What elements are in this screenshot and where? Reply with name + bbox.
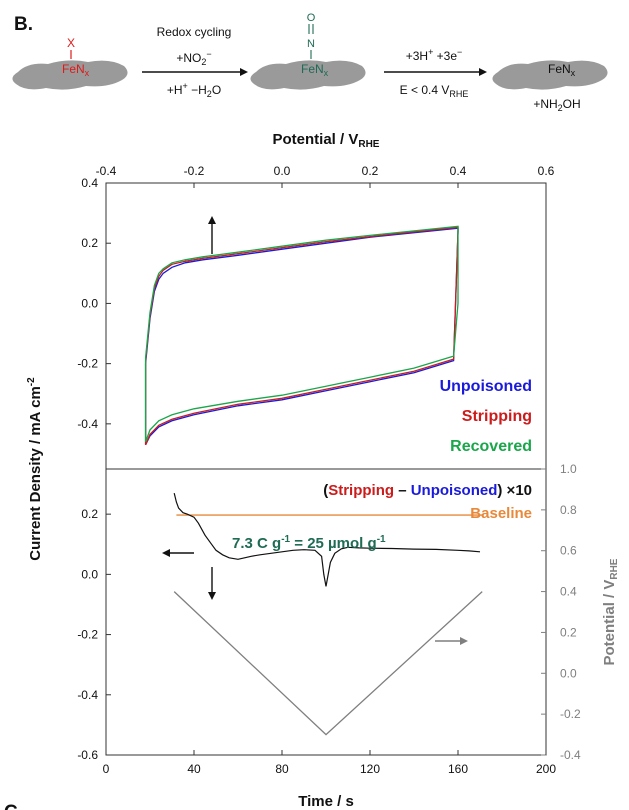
potential-y-tick-label: 0.0 xyxy=(560,666,577,680)
catalyst-sheet-right xyxy=(492,60,608,90)
time-x-tick-label: 0 xyxy=(103,762,110,776)
step1-condition: Redox cycling xyxy=(157,25,232,39)
potential-y-tick-label: 0.4 xyxy=(560,585,577,599)
top-x-tick-label: 0.0 xyxy=(274,164,291,178)
cv-series-recovered xyxy=(144,225,459,443)
right-y-axis-title: Potential / VRHE xyxy=(601,558,620,665)
time-y-tick-label: -0.2 xyxy=(77,628,98,642)
time-x-axis: 0 40 80 120 160 200 xyxy=(103,750,556,776)
mid-nitrogen: N xyxy=(307,38,315,50)
right-axis-arrow-head xyxy=(460,637,468,645)
cv-direction-arrow-head xyxy=(208,216,216,224)
time-x-tick-label: 120 xyxy=(360,762,380,776)
legend-stripping: Stripping xyxy=(462,408,532,425)
right-product: +NH2OH xyxy=(533,97,580,113)
cv-y-tick-label: 0.2 xyxy=(81,236,98,250)
potential-y-tick-label: 0.2 xyxy=(560,625,577,639)
left-fe-label: FeNx xyxy=(62,62,90,78)
reaction-arrow-1-head xyxy=(240,68,248,76)
time-x-tick-label: 160 xyxy=(448,762,468,776)
bottom-x-axis-title: Time / s xyxy=(298,793,354,810)
top-x-tick-label: 0.4 xyxy=(450,164,467,178)
difference-title: (Stripping – Unpoisoned) ×10 xyxy=(323,482,532,499)
legend-recovered: Recovered xyxy=(450,438,532,455)
time-series-group xyxy=(173,492,483,736)
time-plot-frame xyxy=(105,468,547,756)
time-y-tick-label: -0.4 xyxy=(77,688,98,702)
potential-y-tick-label: -0.2 xyxy=(560,707,581,721)
scan-direction-arrow-head xyxy=(208,592,216,600)
step2-condition: E < 0.4 VRHE xyxy=(400,83,469,99)
time-y-axis-right: -0.4 -0.2 0.0 0.2 0.4 0.6 0.8 1.0 xyxy=(541,462,581,762)
time-y-tick-label: -0.6 xyxy=(77,748,98,762)
potential-y-tick-label: 1.0 xyxy=(560,462,577,476)
baseline-label: Baseline xyxy=(470,505,532,522)
potential-y-tick-label: 0.8 xyxy=(560,503,577,517)
potential-y-tick-label: -0.4 xyxy=(560,748,581,762)
time-series-potential xyxy=(173,591,483,736)
time-x-tick-label: 40 xyxy=(187,762,201,776)
cv-series-group xyxy=(144,225,459,446)
left-ligand-x: X xyxy=(67,36,75,50)
right-fe-label: FeNx xyxy=(548,62,576,78)
top-x-tick-label: 0.2 xyxy=(362,164,379,178)
mid-oxygen: O xyxy=(307,12,316,24)
time-x-tick-label: 80 xyxy=(275,762,289,776)
time-series-difference xyxy=(173,492,481,587)
step1-reagent: +NO2− xyxy=(176,49,211,67)
cv-plot-frame xyxy=(105,182,547,470)
cv-y-tick-label: 0.0 xyxy=(81,296,98,310)
left-axis-arrow-head xyxy=(162,549,170,557)
time-y-tick-label: 0.0 xyxy=(81,567,98,581)
cv-y-axis: -0.4 -0.2 0.0 0.2 0.4 xyxy=(77,176,111,431)
left-y-axis-title: Current Density / mA cm-2 xyxy=(26,377,44,561)
reaction-arrow-2-head xyxy=(479,68,487,76)
step1-byproduct: +H+ −H2O xyxy=(167,81,221,99)
top-x-axis-title: Potential / VRHE xyxy=(273,131,380,150)
panel-label: B. xyxy=(14,14,33,35)
cv-series-stripping xyxy=(144,226,459,446)
step2-reagent: +3H+ +3e− xyxy=(406,47,463,63)
legend-unpoisoned: Unpoisoned xyxy=(440,378,532,395)
charge-annotation: 7.3 C g-1 = 25 µmol g-1 xyxy=(232,534,386,552)
cv-y-tick-label: -0.2 xyxy=(77,357,98,371)
time-y-axis-left: -0.6 -0.4 -0.2 0.0 0.2 xyxy=(77,507,111,762)
time-x-tick-label: 200 xyxy=(536,762,556,776)
cv-series-unpoisoned xyxy=(144,227,459,446)
top-x-tick-label: -0.2 xyxy=(184,164,205,178)
time-y-tick-label: 0.2 xyxy=(81,507,98,521)
top-x-axis: -0.4 -0.2 0.0 0.2 0.4 0.6 xyxy=(96,164,555,188)
mid-fe-label: FeNx xyxy=(301,62,329,78)
catalyst-sheet-middle xyxy=(250,60,366,90)
cv-y-tick-label: -0.4 xyxy=(77,417,98,431)
potential-y-tick-label: 0.6 xyxy=(560,544,577,558)
next-panel-label: C xyxy=(4,802,18,810)
top-x-tick-label: -0.4 xyxy=(96,164,117,178)
catalyst-sheet-left xyxy=(12,60,128,90)
top-x-tick-label: 0.6 xyxy=(538,164,555,178)
cv-y-tick-label: 0.4 xyxy=(81,176,98,190)
